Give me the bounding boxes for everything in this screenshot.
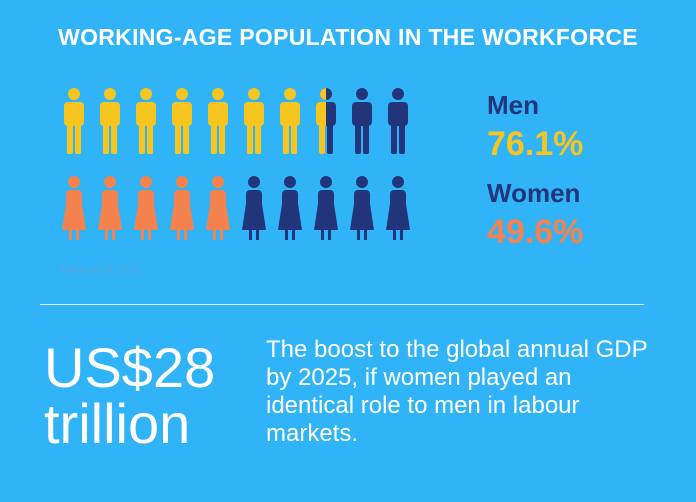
gdp-boost-unit: trillion (44, 392, 191, 455)
woman-icon (98, 176, 122, 240)
woman-icon (278, 176, 302, 240)
woman-icon (386, 176, 410, 240)
man-icon (280, 88, 300, 154)
man-icon (136, 88, 156, 154)
man-icon (388, 88, 408, 154)
man-icon (316, 88, 336, 154)
gdp-boost-amount: US$28 (44, 336, 216, 399)
workforce-pictogram (62, 88, 410, 240)
men-label: Men (487, 90, 539, 120)
woman-icon (314, 176, 338, 240)
woman-icon (206, 176, 230, 240)
man-icon (208, 88, 228, 154)
women-value: 49.6% (487, 213, 584, 251)
woman-icon (170, 176, 194, 240)
gdp-boost-figure: US$28 trillion (44, 340, 215, 452)
divider (40, 304, 644, 305)
man-icon (172, 88, 192, 154)
woman-icon (62, 176, 86, 240)
man-icon (64, 88, 84, 154)
man-icon (352, 88, 372, 154)
data-note: Data as of 2015 (62, 264, 140, 276)
men-value: 76.1% (487, 125, 584, 163)
woman-icon (242, 176, 266, 240)
gdp-boost-description: The boost to the global annual GDP by 20… (266, 336, 648, 447)
infographic-title: WORKING-AGE POPULATION IN THE WORKFORCE (58, 24, 638, 50)
woman-icon (350, 176, 374, 240)
women-label: Women (487, 178, 581, 208)
man-icon (100, 88, 120, 154)
man-icon (244, 88, 264, 154)
woman-icon (134, 176, 158, 240)
